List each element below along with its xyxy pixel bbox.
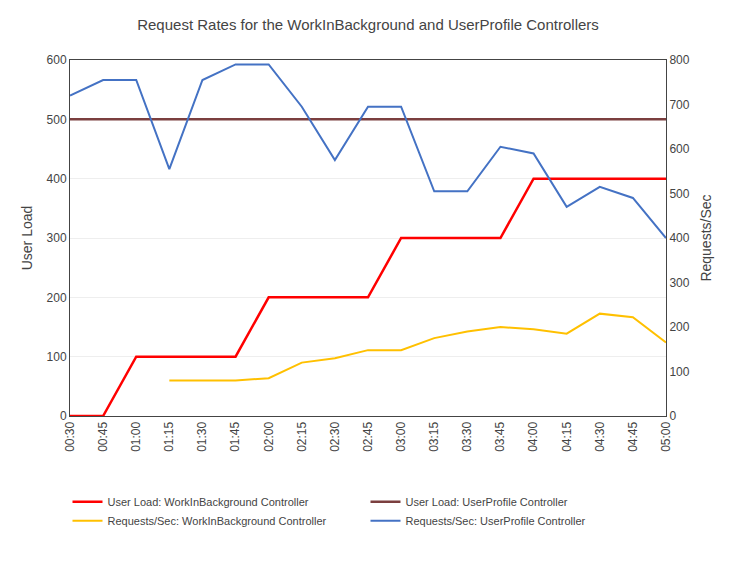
svg-text:04:15: 04:15 <box>560 421 574 451</box>
svg-text:01:00: 01:00 <box>129 421 143 451</box>
svg-text:0: 0 <box>669 409 676 423</box>
svg-text:600: 600 <box>47 53 67 67</box>
svg-text:05:00: 05:00 <box>659 421 673 451</box>
svg-text:00:45: 00:45 <box>96 421 110 451</box>
svg-text:01:45: 01:45 <box>228 421 242 451</box>
svg-text:User Load: User Load <box>19 206 35 271</box>
svg-text:04:45: 04:45 <box>626 421 640 451</box>
svg-text:Requests/Sec: WorkInBackground: Requests/Sec: WorkInBackground Controlle… <box>108 515 327 527</box>
svg-text:01:30: 01:30 <box>195 421 209 451</box>
svg-text:400: 400 <box>669 231 689 245</box>
svg-text:100: 100 <box>47 350 67 364</box>
svg-text:200: 200 <box>47 291 67 305</box>
svg-text:200: 200 <box>669 320 689 334</box>
svg-text:00:30: 00:30 <box>63 421 77 451</box>
svg-text:300: 300 <box>47 231 67 245</box>
svg-text:03:00: 03:00 <box>394 421 408 451</box>
svg-text:300: 300 <box>669 276 689 290</box>
svg-text:02:00: 02:00 <box>262 421 276 451</box>
svg-text:02:45: 02:45 <box>361 421 375 451</box>
svg-text:700: 700 <box>669 98 689 112</box>
svg-text:0: 0 <box>60 409 67 423</box>
svg-text:800: 800 <box>669 53 689 67</box>
svg-text:User Load: WorkInBackground Co: User Load: WorkInBackground Controller <box>108 496 309 508</box>
svg-text:User Load: UserProfile Control: User Load: UserProfile Controller <box>406 496 568 508</box>
svg-text:500: 500 <box>669 187 689 201</box>
svg-text:04:30: 04:30 <box>593 421 607 451</box>
svg-text:03:30: 03:30 <box>460 421 474 451</box>
svg-text:400: 400 <box>47 172 67 186</box>
svg-text:04:00: 04:00 <box>526 421 540 451</box>
svg-text:Request Rates for the WorkInBa: Request Rates for the WorkInBackground a… <box>137 16 599 33</box>
svg-text:03:15: 03:15 <box>427 421 441 451</box>
svg-text:Requests/Sec: Requests/Sec <box>698 194 714 281</box>
svg-text:02:15: 02:15 <box>295 421 309 451</box>
svg-text:100: 100 <box>669 365 689 379</box>
svg-text:500: 500 <box>47 113 67 127</box>
svg-text:03:45: 03:45 <box>493 421 507 451</box>
svg-text:01:15: 01:15 <box>162 421 176 451</box>
svg-text:600: 600 <box>669 142 689 156</box>
svg-text:02:30: 02:30 <box>328 421 342 451</box>
svg-text:Requests/Sec: UserProfile Cont: Requests/Sec: UserProfile Controller <box>406 515 586 527</box>
